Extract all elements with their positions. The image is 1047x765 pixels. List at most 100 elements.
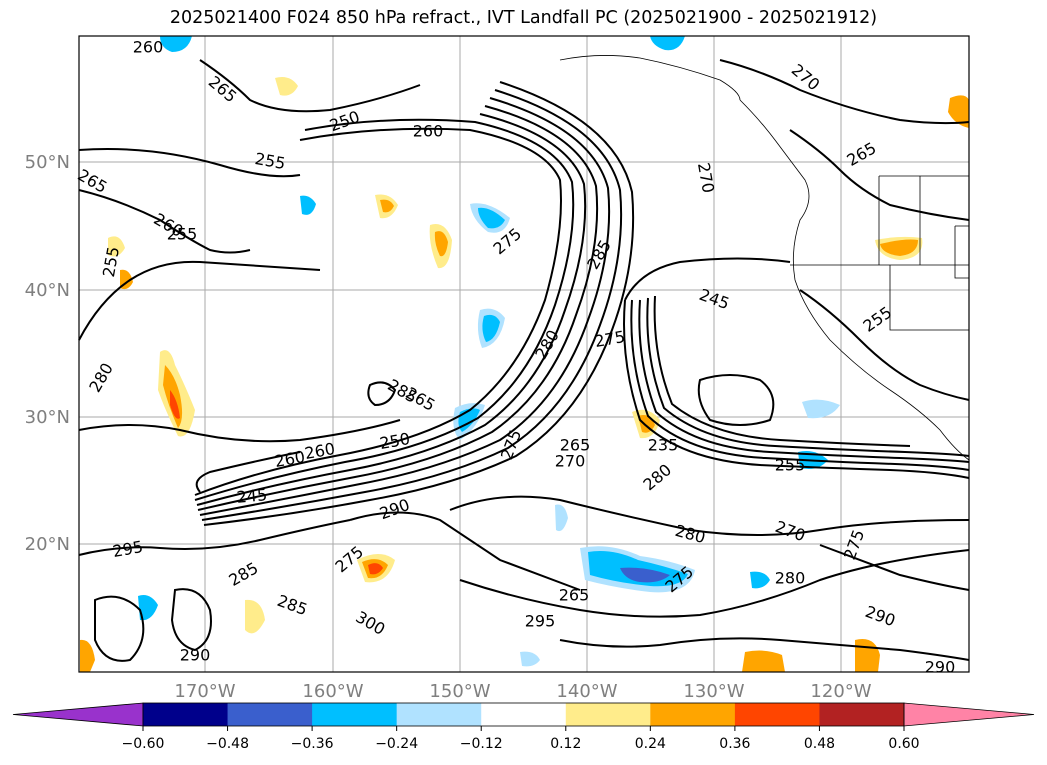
contour-label: 265	[560, 436, 591, 455]
state-border	[954, 225, 969, 279]
colorbar-segment	[819, 703, 905, 726]
colorbar-tick-label: −0.12	[460, 736, 503, 752]
contour-line	[719, 59, 970, 125]
map-frame	[78, 35, 970, 673]
colorbar-tick-label: 0.12	[550, 736, 581, 752]
contour-line	[78, 148, 301, 178]
contour-line	[194, 118, 575, 501]
contour-line	[94, 595, 145, 662]
contour-label: 295	[525, 612, 556, 631]
map-title: 2025021400 F024 850 hPa refract., IVT La…	[169, 8, 878, 28]
contour-label: 280	[775, 569, 806, 588]
lon-label-150w: 150°W	[429, 681, 490, 702]
negative-anomaly	[555, 504, 568, 532]
positive-anomaly	[434, 231, 448, 257]
positive-anomaly	[742, 650, 785, 672]
contour-line	[459, 549, 970, 618]
colorbar: −0.60 −0.48 −0.36 −0.24 −0.12 0.12 0.24 0.36 0.4…	[12, 702, 1035, 752]
colorbar-tick-label: 0.24	[635, 736, 666, 752]
colorbar-tick-label: 0.36	[719, 736, 750, 752]
negative-anomaly	[620, 567, 670, 583]
negative-anomaly	[478, 207, 505, 229]
contour-label: 290	[925, 658, 956, 677]
positive-anomaly	[368, 563, 383, 575]
colorbar-ticks: −0.60 −0.48 −0.36 −0.24 −0.12 0.12 0.24 0.36 0.4…	[122, 726, 920, 752]
positive-anomaly	[80, 639, 95, 672]
contour-label: 255	[775, 456, 806, 475]
negative-anomaly	[520, 651, 540, 667]
contour-label: 235	[648, 436, 679, 455]
contour-line	[623, 299, 970, 479]
colorbar-tick-label: 0.60	[888, 736, 919, 752]
lon-label-170w: 170°W	[174, 681, 235, 702]
colorbar-segment	[396, 703, 482, 726]
lon-label-140w: 140°W	[556, 681, 617, 702]
contour-line	[170, 588, 212, 652]
contour-line	[201, 89, 623, 521]
colorbar-segment	[565, 703, 651, 726]
colorbar-tick-label: 0.48	[804, 736, 835, 752]
lon-label-160w: 160°W	[302, 681, 363, 702]
alaska-coastline	[559, 55, 741, 101]
contour-line	[197, 105, 599, 511]
map-background	[79, 36, 969, 672]
lon-label-120w: 120°W	[810, 681, 871, 702]
north-america-coastline	[739, 99, 970, 461]
contour-label: 290	[180, 646, 211, 665]
contour-line	[697, 374, 775, 426]
contour-line	[799, 289, 970, 401]
positive-anomaly	[108, 236, 125, 257]
positive-anomaly	[275, 77, 298, 96]
negative-anomaly	[300, 195, 316, 215]
positive-anomaly	[880, 239, 918, 256]
longitude-labels: 170°W 160°W 150°W 140°W 130°W 120°W	[174, 681, 871, 702]
contour-line	[78, 419, 401, 443]
contour-line	[194, 127, 562, 496]
contour-line	[367, 381, 397, 407]
lat-label-30n: 30°N	[25, 407, 70, 428]
contour-line	[630, 299, 970, 471]
positive-anomaly	[948, 95, 969, 128]
colorbar-tick-label: −0.36	[291, 736, 334, 752]
lon-label-130w: 130°W	[683, 681, 744, 702]
colorbar-segment	[734, 703, 820, 726]
lat-label-50n: 50°N	[25, 152, 70, 173]
colorbar-segment	[481, 703, 567, 726]
contour-line	[78, 519, 351, 556]
contour-line	[199, 59, 421, 113]
contour-line	[789, 129, 970, 221]
positive-anomaly	[245, 599, 265, 634]
colorbar-segment	[143, 703, 229, 726]
negative-anomaly	[650, 36, 685, 51]
positive-anomaly	[380, 199, 394, 213]
negative-anomaly	[160, 36, 192, 52]
contour-label: 260	[413, 122, 444, 141]
colorbar-tick-label: −0.60	[122, 736, 165, 752]
colorbar-segment	[227, 703, 313, 726]
contour-line	[638, 299, 970, 463]
contour-label: 260	[133, 38, 164, 57]
colorbar-tick-label: −0.48	[206, 736, 249, 752]
colorbar-segments	[12, 702, 1035, 727]
negative-anomaly	[482, 314, 500, 342]
colorbar-tick-label: −0.24	[375, 736, 418, 752]
positive-anomaly	[170, 390, 180, 419]
latitude-labels: 50°N 40°N 30°N 20°N	[25, 152, 70, 555]
colorbar-extend-low	[12, 702, 144, 727]
negative-anomaly	[138, 595, 158, 621]
coastlines	[559, 55, 970, 461]
contour-line	[646, 297, 970, 457]
contour-line	[196, 113, 587, 506]
contour-line	[624, 257, 791, 301]
contour-line	[819, 544, 970, 591]
colorbar-frame	[142, 702, 905, 727]
contour-label: 270	[555, 452, 586, 471]
contour-label: 255	[167, 225, 198, 244]
state-border	[889, 265, 969, 331]
colorbar-segment	[312, 703, 398, 726]
contour-line	[449, 495, 970, 536]
negative-anomaly	[802, 399, 840, 419]
contour-lines	[78, 59, 970, 662]
